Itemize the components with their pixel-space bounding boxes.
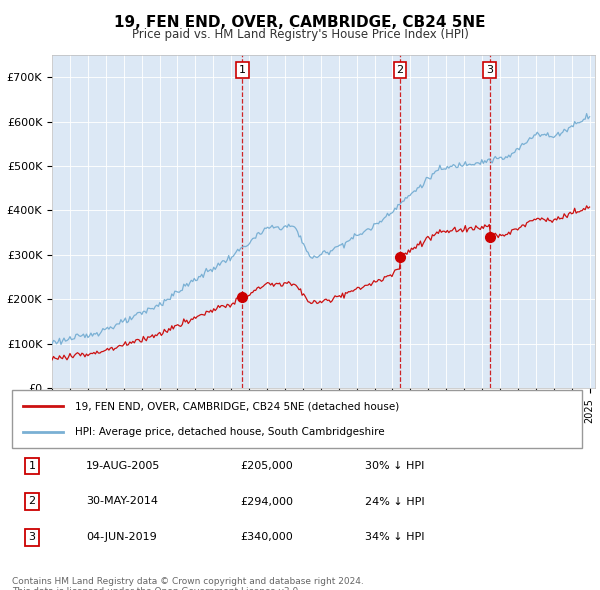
- Text: 19, FEN END, OVER, CAMBRIDGE, CB24 5NE: 19, FEN END, OVER, CAMBRIDGE, CB24 5NE: [114, 15, 486, 30]
- Text: 34% ↓ HPI: 34% ↓ HPI: [365, 532, 425, 542]
- Text: £340,000: £340,000: [240, 532, 293, 542]
- Text: 1: 1: [239, 65, 246, 75]
- Text: £294,000: £294,000: [240, 497, 293, 506]
- Text: 3: 3: [28, 532, 35, 542]
- FancyBboxPatch shape: [12, 390, 582, 448]
- Text: Contains HM Land Registry data © Crown copyright and database right 2024.
This d: Contains HM Land Registry data © Crown c…: [12, 577, 364, 590]
- Text: 24% ↓ HPI: 24% ↓ HPI: [365, 497, 425, 506]
- Text: 19-AUG-2005: 19-AUG-2005: [86, 461, 160, 471]
- Text: 30% ↓ HPI: 30% ↓ HPI: [365, 461, 425, 471]
- Text: 2: 2: [28, 497, 35, 506]
- Text: 3: 3: [486, 65, 493, 75]
- Text: 19, FEN END, OVER, CAMBRIDGE, CB24 5NE (detached house): 19, FEN END, OVER, CAMBRIDGE, CB24 5NE (…: [75, 401, 399, 411]
- Text: 30-MAY-2014: 30-MAY-2014: [86, 497, 158, 506]
- Text: Price paid vs. HM Land Registry's House Price Index (HPI): Price paid vs. HM Land Registry's House …: [131, 28, 469, 41]
- Text: 04-JUN-2019: 04-JUN-2019: [86, 532, 157, 542]
- Text: 2: 2: [396, 65, 403, 75]
- Text: 1: 1: [28, 461, 35, 471]
- Text: £205,000: £205,000: [240, 461, 293, 471]
- Text: HPI: Average price, detached house, South Cambridgeshire: HPI: Average price, detached house, Sout…: [75, 427, 385, 437]
